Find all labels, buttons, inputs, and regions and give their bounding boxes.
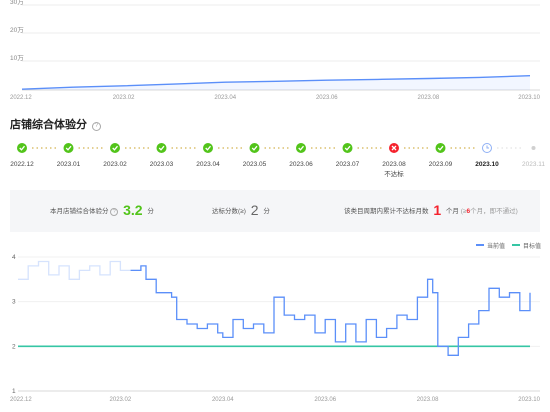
x-tick-label: 2023.10 <box>518 397 540 403</box>
cumulative-area-chart: 30万 20万 10万 2022.12 2023.02 2023.04 2023.06 20… <box>10 0 541 101</box>
month-label: 2023.06 <box>289 161 313 168</box>
month-status-2023.09[interactable]: 2023.09 <box>429 143 453 168</box>
current-line <box>130 265 531 356</box>
x-tick-label: 2023.02 <box>113 95 135 101</box>
month-status-2023.10[interactable]: 2023.10 <box>475 143 499 169</box>
check-mark <box>65 145 72 151</box>
current-score-unit: 分 <box>147 208 154 215</box>
check-circle-icon <box>435 143 446 153</box>
x-tick-label: 2023.04 <box>214 95 236 101</box>
x-tick-label: 2023.08 <box>418 95 440 101</box>
current-score-stat: 本月店铺综合体验分 ? 3.2 分 <box>50 202 154 218</box>
check-circle-icon <box>17 143 27 153</box>
month-label: 2023.11 <box>522 161 545 168</box>
x-tick-label: 2023.10 <box>518 95 540 101</box>
current-score-value: 3.2 <box>123 202 143 218</box>
y-tick-label: 2 <box>12 343 16 350</box>
series-line <box>21 75 531 90</box>
close-mark <box>391 145 397 151</box>
month-label: 2023.05 <box>243 161 267 168</box>
month-label: 2023.01 <box>57 161 81 168</box>
month-status-2023.11[interactable]: 2023.11 <box>522 146 545 168</box>
month-status-2023.02[interactable]: 2023.02 <box>103 143 127 168</box>
y-tick-label: 3 <box>12 299 16 306</box>
check-circle-icon <box>156 143 167 153</box>
month-label: 2023.08 <box>382 161 406 168</box>
x-tick-label: 2022.12 <box>10 95 32 101</box>
target-score-unit: 分 <box>263 208 270 215</box>
x-tick-label: 2023.08 <box>417 397 439 403</box>
month-sublabel: 不达标 <box>384 169 404 178</box>
legend-item-target[interactable]: 目标值 <box>512 241 541 250</box>
legend-item-current[interactable]: 当前值 <box>476 241 505 250</box>
target-score-label: 达标分数(≥) <box>212 208 246 215</box>
check-circle-icon <box>249 143 260 153</box>
month-label: 2023.03 <box>150 161 174 168</box>
y-tick-label: 20万 <box>10 26 24 34</box>
section-title-text: 店铺综合体验分 <box>10 119 87 131</box>
check-mark <box>251 145 258 151</box>
y-tick-label: 10万 <box>10 54 24 62</box>
legend-swatch <box>512 244 520 246</box>
month-label: 2022.12 <box>10 161 34 168</box>
current-line-faded <box>18 260 142 280</box>
check-circle-icon <box>110 143 120 153</box>
month-status-2023.03[interactable]: 2023.03 <box>150 143 174 168</box>
fail-months-stat: 该类目周期内累计不达标月数 1 个月 (≥6个月，即不通过) <box>344 202 518 218</box>
clock-icon <box>482 143 492 153</box>
legend-label: 当前值 <box>487 244 506 250</box>
month-status-2023.01[interactable]: 2023.01 <box>57 143 81 168</box>
fail-note-number: 6 <box>466 208 471 215</box>
check-mark <box>112 145 118 151</box>
section-title: 店铺综合体验分 ? <box>10 116 102 132</box>
fail-months-unit: 个月 <box>445 208 459 215</box>
clock-hands <box>486 145 489 149</box>
legend-swatch <box>476 244 484 246</box>
x-tick-label: 2023.06 <box>314 397 336 403</box>
fail-note-prefix: (≥ <box>460 208 467 215</box>
target-score-stat: 达标分数(≥) 2 分 <box>212 202 270 218</box>
target-score-value: 2 <box>250 202 259 218</box>
legend-label: 目标值 <box>523 244 542 250</box>
check-mark <box>158 145 165 151</box>
score-line-chart: 4 3 2 1 2022.12 2023.02 2023.04 2023.06 2023.08… <box>10 254 541 403</box>
check-circle-icon <box>296 143 306 153</box>
check-mark <box>344 145 351 151</box>
monthly-status-timeline: 2022.12 2023.01 2023.02 2023.03 2023.04 2023.… <box>10 143 545 178</box>
fail-months-note: (≥6个月，即不通过) <box>461 208 518 215</box>
fail-months-label: 该类目周期内累计不达标月数 <box>344 208 429 215</box>
check-circle-icon <box>203 143 213 153</box>
x-tick-label: 2023.06 <box>316 95 338 101</box>
fail-note-suffix: 个月，即不通过) <box>470 208 518 215</box>
check-mark <box>298 145 304 151</box>
current-score-label: 本月店铺综合体验分 <box>50 208 109 215</box>
month-label: 2023.09 <box>429 161 453 168</box>
x-tick-label: 2023.02 <box>110 397 132 403</box>
month-label: 2023.04 <box>196 161 220 168</box>
stats-panel: 本月店铺综合体验分 ? 3.2 分 达标分数(≥) 2 分 该类目周期内累计不达… <box>10 190 540 232</box>
check-mark <box>437 145 444 151</box>
x-tick-label: 2022.12 <box>10 397 32 403</box>
check-circle-icon <box>342 143 353 153</box>
help-icon[interactable]: ? <box>92 122 102 131</box>
check-mark <box>205 145 211 151</box>
month-label: 2023.10 <box>475 161 499 168</box>
fail-months-value: 1 <box>433 202 442 218</box>
y-tick-label: 30万 <box>10 0 24 6</box>
month-label: 2023.07 <box>336 161 360 168</box>
help-icon[interactable]: ? <box>110 208 119 216</box>
month-label: 2023.02 <box>103 161 127 168</box>
check-mark <box>19 145 25 151</box>
month-status-2022.12[interactable]: 2022.12 <box>10 143 34 168</box>
month-status-2023.05[interactable]: 2023.05 <box>243 143 267 168</box>
y-tick-label: 4 <box>12 254 16 261</box>
check-circle-icon <box>63 143 74 153</box>
month-status-2023.07[interactable]: 2023.07 <box>336 143 360 168</box>
y-tick-label: 1 <box>12 388 16 395</box>
dot-icon <box>531 146 536 150</box>
month-status-2023.04[interactable]: 2023.04 <box>196 143 220 168</box>
month-status-2023.06[interactable]: 2023.06 <box>289 143 313 168</box>
x-tick-label: 2023.04 <box>212 397 234 403</box>
